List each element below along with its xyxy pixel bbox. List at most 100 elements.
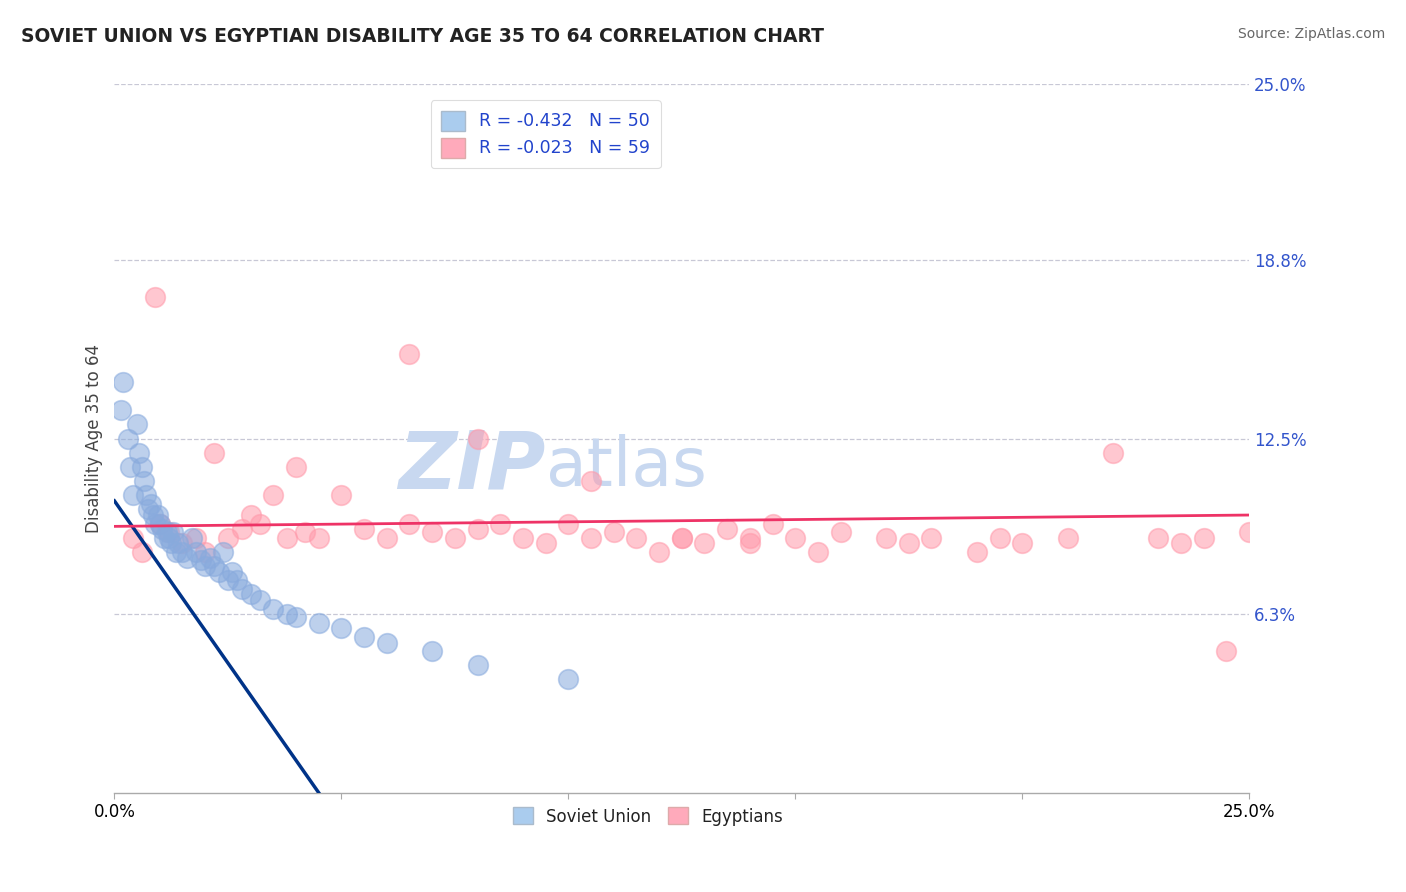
Point bbox=[121, 531, 143, 545]
Point bbox=[135, 488, 157, 502]
Point bbox=[1170, 536, 1192, 550]
Point bbox=[330, 488, 353, 502]
Point bbox=[150, 522, 173, 536]
Point bbox=[153, 531, 176, 545]
Point bbox=[285, 459, 308, 474]
Point bbox=[1192, 531, 1215, 545]
Point bbox=[966, 545, 988, 559]
Point bbox=[117, 432, 139, 446]
Point bbox=[285, 610, 308, 624]
Point bbox=[489, 516, 512, 531]
Point bbox=[671, 531, 693, 545]
Point bbox=[121, 488, 143, 502]
Point bbox=[353, 630, 375, 644]
Point bbox=[194, 545, 217, 559]
Point bbox=[184, 545, 207, 559]
Point bbox=[249, 516, 271, 531]
Point bbox=[353, 522, 375, 536]
Point bbox=[160, 536, 183, 550]
Point bbox=[262, 601, 284, 615]
Point bbox=[420, 644, 443, 658]
Point bbox=[142, 508, 165, 522]
Point bbox=[920, 531, 942, 545]
Point bbox=[897, 536, 920, 550]
Point bbox=[262, 488, 284, 502]
Point bbox=[239, 508, 262, 522]
Point bbox=[138, 502, 160, 516]
Point bbox=[375, 635, 398, 649]
Point bbox=[693, 536, 716, 550]
Point bbox=[112, 375, 135, 389]
Point bbox=[398, 346, 420, 360]
Point bbox=[249, 593, 271, 607]
Point bbox=[761, 516, 783, 531]
Point bbox=[167, 536, 190, 550]
Point bbox=[398, 516, 420, 531]
Point bbox=[1237, 524, 1260, 539]
Point bbox=[308, 615, 330, 630]
Point bbox=[198, 550, 221, 565]
Text: SOVIET UNION VS EGYPTIAN DISABILITY AGE 35 TO 64 CORRELATION CHART: SOVIET UNION VS EGYPTIAN DISABILITY AGE … bbox=[21, 27, 824, 45]
Point bbox=[276, 607, 298, 622]
Point bbox=[132, 474, 155, 488]
Point bbox=[146, 508, 169, 522]
Point bbox=[180, 531, 202, 545]
Point bbox=[139, 497, 162, 511]
Point bbox=[807, 545, 830, 559]
Point bbox=[217, 573, 239, 587]
Point bbox=[420, 524, 443, 539]
Point bbox=[1102, 446, 1125, 460]
Point bbox=[131, 459, 153, 474]
Point bbox=[157, 524, 180, 539]
Point bbox=[467, 522, 489, 536]
Point bbox=[155, 524, 177, 539]
Point bbox=[557, 673, 579, 687]
Point bbox=[143, 290, 166, 304]
Point bbox=[579, 531, 602, 545]
Point bbox=[149, 516, 172, 531]
Y-axis label: Disability Age 35 to 64: Disability Age 35 to 64 bbox=[86, 344, 103, 533]
Point bbox=[143, 516, 166, 531]
Point bbox=[1147, 531, 1170, 545]
Legend: Soviet Union, Egyptians: Soviet Union, Egyptians bbox=[505, 799, 792, 834]
Point bbox=[1011, 536, 1033, 550]
Point bbox=[671, 531, 693, 545]
Point bbox=[875, 531, 897, 545]
Point bbox=[221, 565, 243, 579]
Point bbox=[231, 522, 253, 536]
Point bbox=[149, 516, 172, 531]
Point bbox=[162, 524, 184, 539]
Point bbox=[208, 565, 231, 579]
Point bbox=[276, 531, 298, 545]
Point bbox=[202, 559, 225, 574]
Point bbox=[716, 522, 738, 536]
Point bbox=[184, 531, 207, 545]
Point bbox=[231, 582, 253, 596]
Point bbox=[127, 417, 149, 432]
Point bbox=[120, 459, 142, 474]
Point bbox=[212, 545, 235, 559]
Point bbox=[190, 553, 212, 567]
Point bbox=[194, 559, 217, 574]
Point bbox=[226, 573, 249, 587]
Point bbox=[176, 550, 198, 565]
Point bbox=[294, 524, 316, 539]
Point bbox=[172, 545, 194, 559]
Point bbox=[512, 531, 534, 545]
Point bbox=[202, 446, 225, 460]
Point bbox=[579, 474, 602, 488]
Point bbox=[467, 658, 489, 673]
Point bbox=[785, 531, 807, 545]
Text: Source: ZipAtlas.com: Source: ZipAtlas.com bbox=[1237, 27, 1385, 41]
Point bbox=[330, 621, 353, 635]
Point bbox=[308, 531, 330, 545]
Point bbox=[157, 531, 180, 545]
Text: ZIP: ZIP bbox=[398, 428, 546, 506]
Point bbox=[131, 545, 153, 559]
Point bbox=[239, 587, 262, 601]
Point bbox=[738, 536, 761, 550]
Point bbox=[443, 531, 465, 545]
Point bbox=[110, 403, 132, 417]
Point bbox=[1056, 531, 1078, 545]
Point bbox=[534, 536, 557, 550]
